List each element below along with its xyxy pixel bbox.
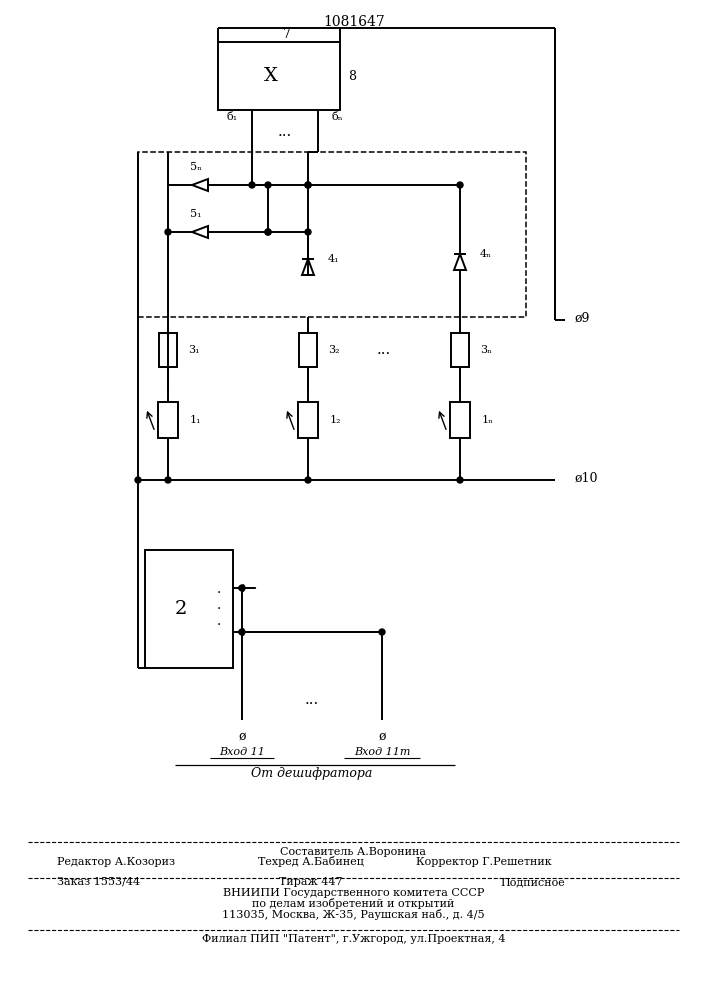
Text: Техред А.Бабинец: Техред А.Бабинец [258,856,364,867]
Text: От дешифратора: От дешифратора [251,766,373,780]
Circle shape [135,477,141,483]
Text: 3₁: 3₁ [188,345,199,355]
Bar [145,550,233,668]
Bar [450,402,470,438]
Text: Корректор Г.Решетник: Корректор Г.Решетник [416,857,551,867]
Bar [299,333,317,367]
Text: Подписное: Подписное [501,877,566,887]
Text: ...: ... [278,125,292,139]
Circle shape [379,629,385,635]
Text: Вход 11m: Вход 11m [354,747,410,757]
Text: Тираж 447: Тираж 447 [279,877,343,887]
Text: ...: ... [377,343,391,357]
Circle shape [305,477,311,483]
Circle shape [305,182,311,188]
Bar [218,42,340,110]
Circle shape [239,629,245,635]
Text: 8: 8 [348,70,356,83]
Bar [158,402,178,438]
Text: Составитель А.Воронина: Составитель А.Воронина [281,847,426,857]
Text: X: X [264,67,278,85]
Text: ø: ø [238,730,246,742]
Text: ø: ø [378,730,386,742]
Bar [159,333,177,367]
Text: Заказ 1553/44: Заказ 1553/44 [57,877,140,887]
Text: ...: ... [305,693,319,707]
Bar [451,333,469,367]
Text: 1081647: 1081647 [323,15,385,29]
Text: бₙ: бₙ [332,112,344,122]
Circle shape [457,182,463,188]
Text: 5ₙ: 5ₙ [190,162,202,172]
Circle shape [457,477,463,483]
Circle shape [265,182,271,188]
Text: б₁: б₁ [227,112,238,122]
Text: ø9: ø9 [575,312,590,324]
Text: по делам изобретений и открытий: по делам изобретений и открытий [252,898,455,909]
Text: ø10: ø10 [575,472,599,485]
Text: ·
·
·: · · · [217,586,221,632]
Circle shape [249,182,255,188]
Text: 1₂: 1₂ [330,415,341,425]
Text: ВНИИПИ Государственного комитета СССР: ВНИИПИ Государственного комитета СССР [223,888,484,898]
Circle shape [265,229,271,235]
Text: Редактор А.Козориз: Редактор А.Козориз [57,857,175,867]
Bar [138,152,526,317]
Text: Вход 11: Вход 11 [219,747,265,757]
Text: Филиал ПИП "Патент", г.Ужгород, ул.Проектная, 4: Филиал ПИП "Патент", г.Ужгород, ул.Проек… [201,934,506,944]
Text: 5₁: 5₁ [190,209,201,219]
Text: 3₂: 3₂ [328,345,339,355]
Circle shape [165,229,171,235]
Text: 1₁: 1₁ [190,415,201,425]
Circle shape [305,182,311,188]
Text: 4ₙ: 4ₙ [480,249,492,259]
Circle shape [265,229,271,235]
Text: 2: 2 [175,600,187,618]
Text: 4₁: 4₁ [328,254,339,264]
Text: 7: 7 [283,27,291,40]
Text: 113035, Москва, Ж-35, Раушская наб., д. 4/5: 113035, Москва, Ж-35, Раушская наб., д. … [222,909,485,920]
Text: 3ₙ: 3ₙ [480,345,492,355]
Circle shape [239,585,245,591]
Circle shape [165,477,171,483]
Circle shape [305,229,311,235]
Text: 1ₙ: 1ₙ [482,415,494,425]
Bar [298,402,318,438]
